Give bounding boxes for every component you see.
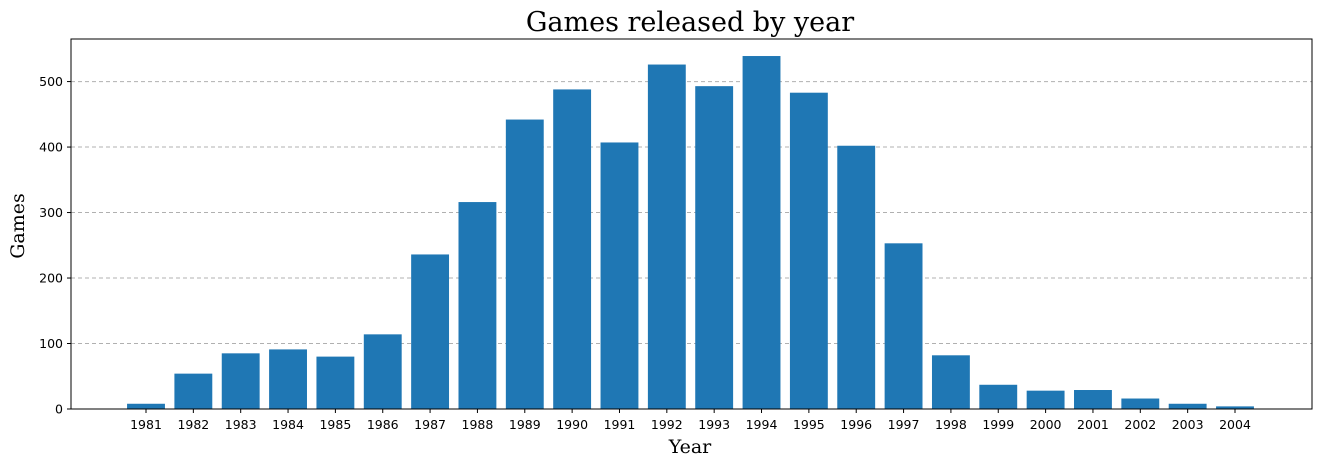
bar-1989 xyxy=(505,119,544,409)
x-tick-label-1983: 1983 xyxy=(225,417,257,432)
x-tick-label-2002: 2002 xyxy=(1124,417,1156,432)
x-tick-label-1998: 1998 xyxy=(935,417,967,432)
x-tick-label-1987: 1987 xyxy=(414,417,446,432)
x-tick-label-1999: 1999 xyxy=(982,417,1014,432)
x-tick-label-1991: 1991 xyxy=(604,417,636,432)
x-axis-ticks: 1981 1982 1983 1984 1985 1986 1987 1988 1989 1990… xyxy=(130,409,1251,432)
bar-1993 xyxy=(695,86,734,409)
y-axis-label: Games xyxy=(7,193,29,259)
x-tick-label-1982: 1982 xyxy=(177,417,209,432)
bar-2000 xyxy=(1026,390,1065,409)
bar-1984 xyxy=(269,349,307,409)
x-tick-label-1990: 1990 xyxy=(556,417,588,432)
bar-1987 xyxy=(411,254,450,409)
bar-1991 xyxy=(600,142,639,409)
bar-1995 xyxy=(789,92,828,410)
x-tick-label-2001: 2001 xyxy=(1077,417,1109,432)
x-tick-label-1994: 1994 xyxy=(746,417,778,432)
y-tick-label-0: 0 xyxy=(55,402,63,417)
plot-frame xyxy=(70,38,1313,410)
x-tick-label-1985: 1985 xyxy=(319,417,351,432)
x-tick-label-1981: 1981 xyxy=(130,417,162,432)
bar-1997 xyxy=(884,243,923,409)
bar-1994 xyxy=(742,56,781,409)
x-tick-label-1995: 1995 xyxy=(793,417,825,432)
bar-1983 xyxy=(221,353,260,409)
x-tick-label-1984: 1984 xyxy=(272,417,304,432)
bar-1992 xyxy=(647,64,686,409)
x-tick-label-2003: 2003 xyxy=(1172,417,1204,432)
y-tick-label-400: 400 xyxy=(39,140,63,155)
bar-1988 xyxy=(458,202,497,409)
bar-1981 xyxy=(127,403,165,409)
bar-2003 xyxy=(1168,403,1207,409)
bar-1982 xyxy=(174,373,213,409)
y-tick-label-100: 100 xyxy=(39,336,63,351)
x-tick-label-1992: 1992 xyxy=(651,417,683,432)
bar-2004 xyxy=(1216,406,1254,409)
x-tick-label-2004: 2004 xyxy=(1219,417,1251,432)
bar-1986 xyxy=(363,334,402,409)
x-tick-label-1996: 1996 xyxy=(840,417,872,432)
bar-1999 xyxy=(979,384,1018,409)
y-tick-label-300: 300 xyxy=(39,205,63,220)
x-tick-label-2000: 2000 xyxy=(1030,417,1062,432)
x-tick-label-1997: 1997 xyxy=(888,417,920,432)
y-tick-label-200: 200 xyxy=(39,271,63,286)
bar-1990 xyxy=(553,89,592,410)
gridlines xyxy=(71,81,1312,345)
chart-title: Games released by year xyxy=(526,7,854,38)
bar-1996 xyxy=(837,145,876,410)
x-tick-label-1993: 1993 xyxy=(698,417,730,432)
x-axis-label: Year xyxy=(668,436,712,458)
bar-2002 xyxy=(1121,398,1160,409)
bar-1985 xyxy=(316,356,355,409)
bars xyxy=(127,56,1254,410)
x-tick-label-1988: 1988 xyxy=(462,417,494,432)
bar-1998 xyxy=(931,355,970,409)
x-tick-label-1986: 1986 xyxy=(367,417,399,432)
y-axis-ticks: 0 100 200 300 400 500 xyxy=(39,74,71,417)
bar-2001 xyxy=(1074,390,1112,409)
y-tick-label-500: 500 xyxy=(39,74,63,89)
x-tick-label-1989: 1989 xyxy=(509,417,541,432)
